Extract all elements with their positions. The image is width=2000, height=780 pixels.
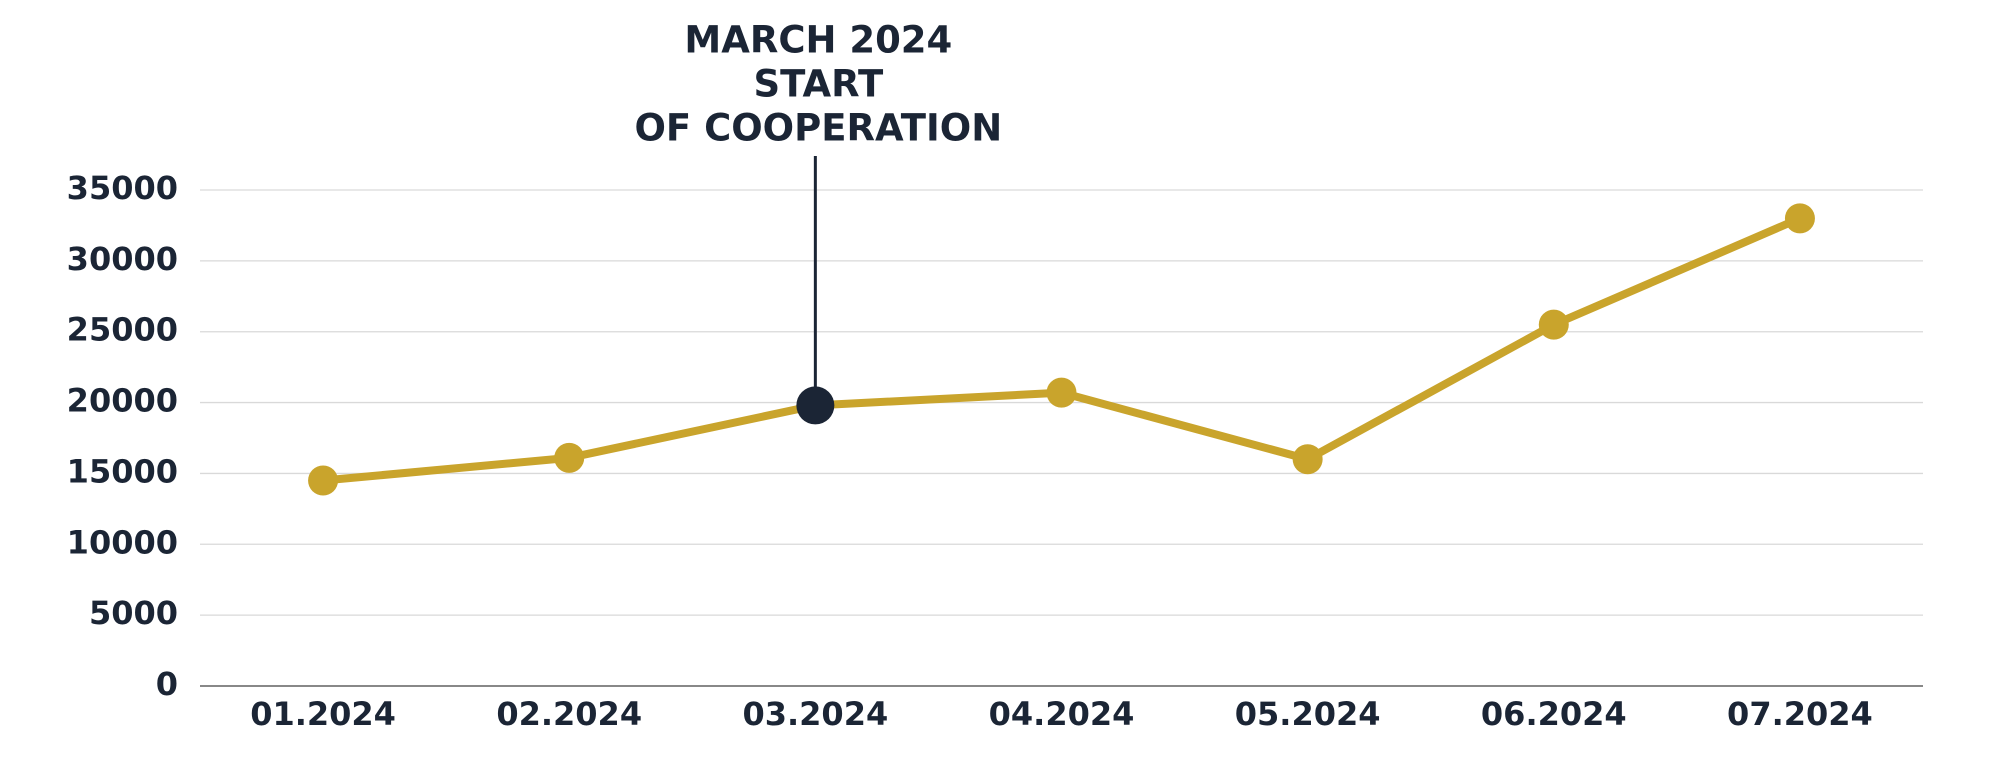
- data-point: [1292, 444, 1323, 475]
- annotation-text: START: [753, 63, 883, 106]
- y-tick-label: 15000: [67, 452, 178, 490]
- annotation-text: OF COOPERATION: [634, 107, 1002, 150]
- x-tick-label: 01.2024: [250, 695, 396, 733]
- data-point: [796, 386, 835, 425]
- x-tick-label: 06.2024: [1481, 695, 1627, 733]
- x-tick-label: 05.2024: [1235, 695, 1381, 733]
- y-tick-label: 10000: [67, 523, 178, 561]
- data-point: [554, 442, 585, 473]
- x-tick-label: 03.2024: [742, 695, 888, 733]
- y-tick-label: 5000: [89, 594, 178, 632]
- y-tick-label: 20000: [67, 382, 178, 420]
- data-line: [322, 214, 1802, 485]
- x-tick-label: 07.2024: [1727, 695, 1873, 733]
- y-tick-label: 0: [156, 665, 178, 703]
- data-point: [308, 465, 339, 496]
- data-point: [1046, 377, 1077, 408]
- annotation-text: MARCH 2024: [684, 19, 952, 62]
- y-tick-label: 30000: [67, 240, 178, 278]
- x-tick-label: 04.2024: [989, 695, 1135, 733]
- y-tick-label: 25000: [67, 311, 178, 349]
- data-point: [1538, 309, 1569, 340]
- data-point: [1784, 203, 1815, 234]
- x-tick-label: 02.2024: [496, 695, 642, 733]
- y-tick-label: 35000: [67, 169, 178, 207]
